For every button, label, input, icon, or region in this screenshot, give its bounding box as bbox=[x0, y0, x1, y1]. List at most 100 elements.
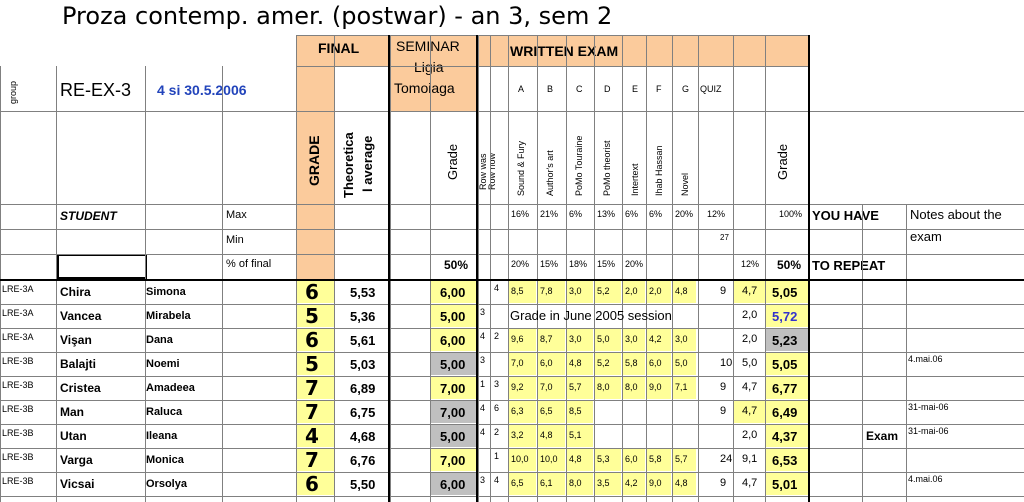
score-bg bbox=[538, 353, 565, 375]
score-cell: 6,5 bbox=[511, 478, 524, 488]
table-row: LRE-3A Chira Simona 6 5,53 6,00 4 8,5 7,8 3,0 5,2 2… bbox=[0, 280, 1024, 304]
written-grade-bg bbox=[766, 401, 808, 423]
first-name-cell: Mirabela bbox=[146, 310, 191, 322]
score-cell: 5,8 bbox=[649, 454, 662, 464]
group-cell: LRE-3A bbox=[2, 332, 34, 342]
topic-label: PoMo Touraine bbox=[574, 135, 584, 196]
quiz-grade-cell: 5,0 bbox=[742, 357, 758, 369]
row-now-cell: 1 bbox=[494, 451, 500, 461]
score-bg bbox=[509, 449, 536, 471]
selected-cell[interactable] bbox=[57, 254, 147, 279]
seminar-bg bbox=[431, 401, 476, 423]
score-cell: 4,2 bbox=[649, 334, 662, 344]
grade-column-header: GRADE bbox=[306, 135, 322, 186]
grade-bg bbox=[297, 425, 334, 447]
max-pct: 6% bbox=[649, 209, 663, 219]
score-cell: 5,3 bbox=[597, 454, 610, 464]
score-bg bbox=[673, 473, 696, 495]
final-header-bg bbox=[296, 35, 388, 66]
score-cell: 5,0 bbox=[675, 358, 688, 368]
score-bg bbox=[567, 473, 593, 495]
score-cell: 10,0 bbox=[511, 454, 529, 464]
seminar-grade-cell: 5,00 bbox=[440, 429, 466, 444]
seminar-bg bbox=[431, 377, 476, 399]
gridline-h bbox=[0, 496, 1024, 497]
topic-label: PoMo theorist bbox=[602, 140, 612, 196]
grade-bg bbox=[297, 401, 334, 423]
grade-bg bbox=[297, 353, 334, 375]
topic-label: Intertext bbox=[630, 163, 640, 196]
written-exam-header: WRITTEN EXAM bbox=[510, 43, 619, 59]
score-cell: 8,5 bbox=[569, 406, 582, 416]
note-cell: 4.mai.06 bbox=[908, 354, 943, 364]
theoretical-average-header-2: l average bbox=[360, 135, 375, 192]
quiz-grade-cell: 9,1 bbox=[742, 453, 758, 465]
max-pct: 13% bbox=[597, 209, 616, 219]
average-cell: 6,75 bbox=[350, 405, 376, 420]
seminar-header-bg bbox=[390, 35, 476, 111]
score-cell: 8,7 bbox=[540, 334, 553, 344]
last-name-cell: Utan bbox=[60, 429, 87, 443]
special-note-cell: Grade in June 2005 session bbox=[510, 308, 672, 323]
score-cell: 3,5 bbox=[597, 478, 610, 488]
score-bg bbox=[509, 425, 536, 447]
score-cell: 4,8 bbox=[569, 358, 582, 368]
group-cell: LRE-3B bbox=[2, 452, 34, 462]
question-letter-A: A bbox=[518, 84, 525, 94]
written-grade-bg bbox=[766, 353, 808, 375]
seminar-pct: 50% bbox=[444, 258, 469, 272]
gridline-v bbox=[906, 204, 907, 502]
score-cell: 4,8 bbox=[569, 454, 582, 464]
quiz-grade-cell: 4,7 bbox=[742, 381, 758, 393]
seminar-grade-cell: 6,00 bbox=[440, 477, 466, 492]
score-bg bbox=[567, 401, 593, 423]
score-cell: 3,0 bbox=[625, 334, 638, 344]
quiz-grade-cell: 4,7 bbox=[742, 285, 758, 297]
score-cell: 2,0 bbox=[625, 286, 638, 296]
score-cell: 8,5 bbox=[511, 286, 524, 296]
quiz-grade-cell: 2,0 bbox=[742, 429, 758, 441]
score-bg bbox=[623, 377, 645, 399]
score-cell: 7,1 bbox=[675, 382, 688, 392]
gridline-h bbox=[0, 229, 1024, 230]
row-now-cell: 4 bbox=[494, 475, 500, 485]
row-now-label: Row now bbox=[487, 152, 497, 190]
score-cell: 5,0 bbox=[597, 334, 610, 344]
written-grade-cell: 6,49 bbox=[772, 405, 798, 420]
final-pct: 18% bbox=[569, 259, 588, 269]
gridline-v bbox=[222, 66, 223, 502]
score-bg bbox=[647, 377, 671, 399]
written-grade-bg bbox=[766, 329, 808, 351]
seminar-header-line1: SEMINAR bbox=[396, 38, 460, 54]
max-pct: 6% bbox=[569, 209, 583, 219]
score-bg bbox=[509, 401, 536, 423]
quiz-min: 27 bbox=[720, 233, 729, 242]
score-cell: 8,0 bbox=[625, 382, 638, 392]
final-grade-cell: 5 bbox=[305, 304, 319, 328]
table-row: LRE-3B Man Raluca 7 6,75 7,00 4 6 6,3 6,5 8,5 9 4,7 6… bbox=[0, 400, 1024, 424]
written-grade-cell: 5,72 bbox=[772, 309, 798, 324]
row-now-cell: 4 bbox=[494, 283, 500, 293]
seminar-grade-cell: 7,00 bbox=[440, 453, 466, 468]
score-bg bbox=[567, 281, 593, 303]
group-cell: LRE-3A bbox=[2, 284, 34, 294]
pct-of-final-label: % of final bbox=[226, 258, 272, 270]
score-cell: 5,1 bbox=[569, 430, 582, 440]
score-bg bbox=[538, 377, 565, 399]
final-grade-cell: 7 bbox=[305, 448, 319, 472]
exam-date: 4 si 30.5.2006 bbox=[157, 82, 247, 98]
written-grade-bg bbox=[766, 305, 808, 327]
row-was-cell: 3 bbox=[480, 355, 486, 365]
score-bg bbox=[567, 329, 593, 351]
score-bg bbox=[567, 425, 593, 447]
row-now-cell: 3 bbox=[494, 379, 500, 389]
gridline-v bbox=[145, 66, 146, 502]
score-cell: 3,0 bbox=[675, 334, 688, 344]
row-now-cell: 2 bbox=[494, 331, 500, 341]
table-row: LRE-3B Utan Ileana 4 4,68 5,00 4 2 3,2 4,8 5,1 2,0 4… bbox=[0, 424, 1024, 448]
seminar-bg bbox=[431, 473, 476, 495]
divider-v bbox=[388, 35, 390, 502]
score-cell: 8,0 bbox=[569, 478, 582, 488]
score-bg bbox=[673, 353, 696, 375]
quiz-cell: 10 bbox=[720, 357, 733, 369]
